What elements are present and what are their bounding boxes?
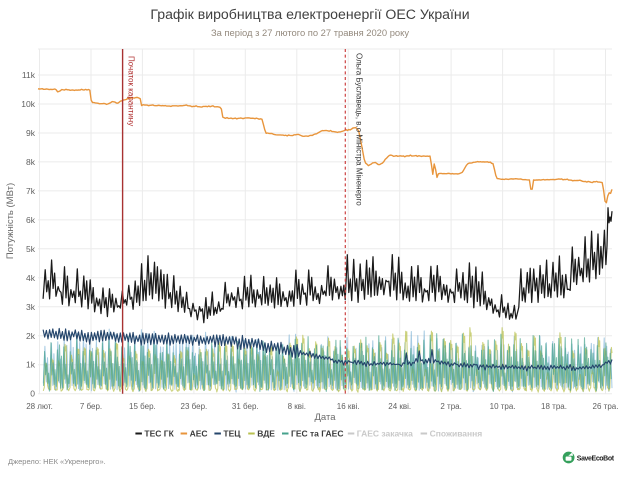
svg-text:9k: 9k xyxy=(26,128,36,138)
svg-text:ГАЕС закачка: ГАЕС закачка xyxy=(357,429,413,439)
svg-text:8 кві.: 8 кві. xyxy=(288,402,306,411)
svg-text:2 тра.: 2 тра. xyxy=(440,402,461,411)
svg-text:15 бер.: 15 бер. xyxy=(129,402,156,411)
svg-text:7k: 7k xyxy=(26,186,36,196)
svg-text:8k: 8k xyxy=(26,157,36,167)
svg-text:10 тра.: 10 тра. xyxy=(490,402,516,411)
svg-text:11k: 11k xyxy=(22,70,36,80)
svg-text:2k: 2k xyxy=(26,331,36,341)
svg-text:Початок карантину: Початок карантину xyxy=(127,56,136,126)
svg-text:Ольга Буславець, в.о Міністра: Ольга Буславець, в.о Міністра Міненерго xyxy=(355,53,364,206)
svg-text:16 кві.: 16 кві. xyxy=(337,402,360,411)
svg-text:31 бер.: 31 бер. xyxy=(232,402,259,411)
svg-text:ТЕС ГК: ТЕС ГК xyxy=(144,429,174,439)
svg-text:1k: 1k xyxy=(26,360,36,370)
svg-text:АЕС: АЕС xyxy=(190,429,208,439)
svg-text:23 бер.: 23 бер. xyxy=(181,402,208,411)
svg-text:0: 0 xyxy=(30,389,35,399)
svg-text:Джерело: НЕК «Укренерго».: Джерело: НЕК «Укренерго». xyxy=(8,457,106,466)
svg-text:10k: 10k xyxy=(21,99,35,109)
svg-text:3k: 3k xyxy=(26,302,36,312)
svg-text:ВДЕ: ВДЕ xyxy=(257,429,275,439)
svg-text:Дата: Дата xyxy=(314,412,336,423)
svg-text:SaveEcoBot: SaveEcoBot xyxy=(577,456,615,463)
svg-text:5k: 5k xyxy=(26,244,36,254)
svg-text:28 лют.: 28 лют. xyxy=(26,402,53,411)
svg-text:7 бер.: 7 бер. xyxy=(80,402,102,411)
svg-text:6k: 6k xyxy=(26,215,36,225)
svg-text:24 кві.: 24 кві. xyxy=(388,402,411,411)
svg-text:4k: 4k xyxy=(26,273,36,283)
svg-text:ГЕС та ГАЕС: ГЕС та ГАЕС xyxy=(291,429,343,439)
svg-text:Споживання: Споживання xyxy=(430,429,483,439)
svg-text:26 тра.: 26 тра. xyxy=(593,402,619,411)
svg-text:18 тра.: 18 тра. xyxy=(541,402,567,411)
svg-text:Потужність (МВт): Потужність (МВт) xyxy=(5,183,16,259)
svg-text:Графік виробництва електроенер: Графік виробництва електроенергії ОЕС Ук… xyxy=(150,6,469,22)
svg-text:ТЕЦ: ТЕЦ xyxy=(223,429,241,439)
svg-text:За період з 27 лютого по 27 тр: За період з 27 лютого по 27 травня 2020 … xyxy=(211,27,409,38)
